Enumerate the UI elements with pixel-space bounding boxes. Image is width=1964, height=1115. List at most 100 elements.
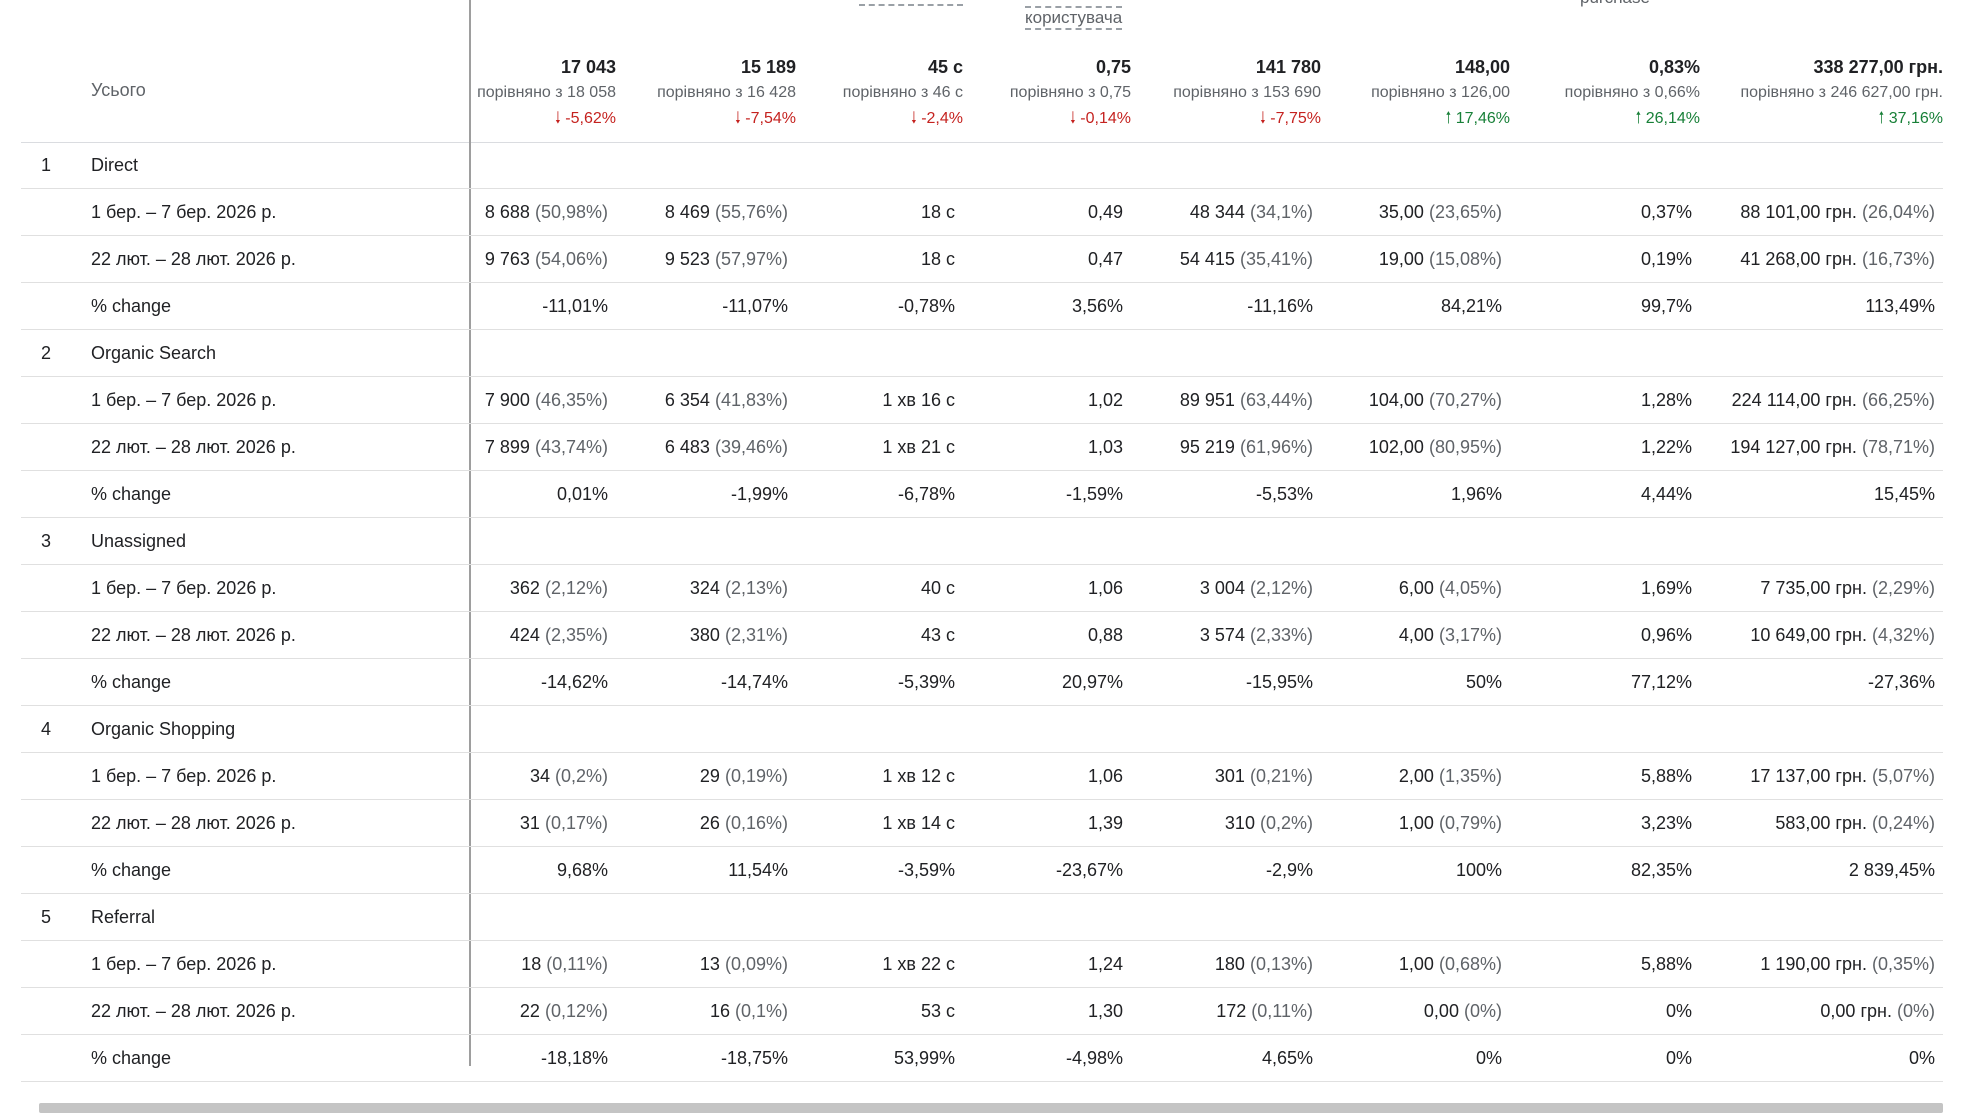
row-label: % change	[91, 860, 172, 880]
total-metric: 17 043 порівняно з 18 058 🠓 -5,62%	[477, 54, 616, 132]
cell-value: 4,65%	[1261, 1048, 1313, 1068]
arrow-down-icon: 🠓	[1070, 110, 1076, 127]
metric-change: 🠑 37,16%	[1878, 110, 1943, 127]
table-row: 22 лют. – 28 лют. 2026 р. 424 (2,35%) 380 …	[21, 612, 1943, 659]
cell-value: 43 с	[920, 625, 955, 645]
cell-value: -18,75%	[720, 1048, 788, 1068]
horizontal-scrollbar[interactable]	[39, 1103, 1943, 1113]
table-cell: 13 (0,09%)	[700, 954, 788, 975]
total-metric: 0,83% порівняно з 0,66% 🠑 26,14%	[1565, 54, 1700, 132]
cell-share: (0,12%)	[544, 1001, 608, 1021]
table-cell: 0%	[1909, 1048, 1935, 1069]
table-cell: 84,21%	[1441, 296, 1502, 317]
cell-value: 9 523	[664, 249, 710, 269]
column-header-users[interactable]: користувача	[1025, 6, 1123, 30]
table-cell: 18 с	[921, 202, 955, 223]
row-label: 1 бер. – 7 бер. 2026 р.	[91, 578, 277, 598]
cell-share: (0,2%)	[1259, 813, 1313, 833]
table-cell: 4,65%	[1262, 1048, 1313, 1069]
cell-value: 100%	[1455, 860, 1502, 880]
cell-value: -14,74%	[720, 672, 788, 692]
row-label: 1 бер. – 7 бер. 2026 р.	[91, 202, 277, 222]
table-cell: 41 268,00 грн. (16,73%)	[1740, 249, 1935, 270]
row-label: 22 лют. – 28 лют. 2026 р.	[91, 249, 296, 269]
table-cell: 95 219 (61,96%)	[1180, 437, 1313, 458]
cell-value: 5,88%	[1640, 954, 1692, 974]
table-cell: 18 (0,11%)	[521, 954, 608, 975]
cell-value: -4,98%	[1065, 1048, 1123, 1068]
arrow-down-icon: 🠓	[555, 110, 561, 127]
group-row[interactable]: 5 Referral	[21, 894, 1943, 941]
table-row: 1 бер. – 7 бер. 2026 р. 8 688 (50,98%) 8 4…	[21, 189, 1943, 236]
cell-value: 1 хв 12 с	[882, 766, 955, 786]
table-cell: 22 (0,12%)	[520, 1001, 608, 1022]
table-cell: -3,59%	[898, 860, 955, 881]
cell-value: 48 344	[1189, 202, 1245, 222]
table-cell: 40 с	[921, 578, 955, 599]
cell-value: 15,45%	[1873, 484, 1935, 504]
cell-value: 424	[509, 625, 540, 645]
cell-share: (70,27%)	[1428, 390, 1502, 410]
table-row: 22 лют. – 28 лют. 2026 р. 7 899 (43,74%) 6…	[21, 424, 1943, 471]
cell-value: 0,96%	[1640, 625, 1692, 645]
table-cell: -14,62%	[541, 672, 608, 693]
cell-share: (41,83%)	[714, 390, 788, 410]
table-cell: 1 хв 22 с	[882, 954, 955, 975]
cell-value: 11,54%	[728, 860, 788, 880]
cell-value: 89 951	[1179, 390, 1235, 410]
table-cell: 0,00 (0%)	[1424, 1001, 1502, 1022]
cell-value: -23,67%	[1055, 860, 1123, 880]
cell-value: 0,47	[1087, 249, 1123, 269]
total-metric: 141 780 порівняно з 153 690 🠓 -7,75%	[1173, 54, 1321, 132]
cell-value: 19,00	[1378, 249, 1424, 269]
table-cell: 9 763 (54,06%)	[485, 249, 608, 270]
arrow-down-icon: 🠓	[735, 110, 741, 127]
table-cell: 54 415 (35,41%)	[1180, 249, 1313, 270]
table-cell: 4,44%	[1641, 484, 1692, 505]
table-cell: 3 004 (2,12%)	[1200, 578, 1313, 599]
group-row[interactable]: 3 Unassigned	[21, 518, 1943, 565]
channel-name: Organic Search	[91, 343, 217, 363]
table-cell: 10 649,00 грн. (4,32%)	[1750, 625, 1935, 646]
group-row[interactable]: 1 Direct	[21, 142, 1943, 189]
cell-value: -0,78%	[897, 296, 955, 316]
metric-value: 141 780	[1255, 57, 1321, 77]
metric-compare: порівняно з 0,66%	[1564, 84, 1700, 101]
cell-value: 4,00	[1398, 625, 1434, 645]
table-cell: -15,95%	[1246, 672, 1313, 693]
cell-value: 1,24	[1087, 954, 1123, 974]
table-cell: -14,74%	[721, 672, 788, 693]
table-cell: 1 хв 16 с	[882, 390, 955, 411]
table-row: % change 0,01% -1,99% -6,78% -1,59% -5,53% 1,9…	[21, 471, 1943, 518]
table-row: 1 бер. – 7 бер. 2026 р. 7 900 (46,35%) 6 3…	[21, 377, 1943, 424]
column-header-purchase[interactable]: purchase	[1580, 0, 1650, 8]
table-cell: 324 (2,13%)	[690, 578, 788, 599]
table-cell: 7 900 (46,35%)	[485, 390, 608, 411]
cell-value: 17 137,00 грн.	[1750, 766, 1867, 786]
cell-value: 0%	[1475, 1048, 1502, 1068]
metric-change: 🠓 -2,4%	[910, 110, 963, 127]
cell-share: (26,04%)	[1861, 202, 1935, 222]
cell-value: 380	[689, 625, 720, 645]
group-row[interactable]: 2 Organic Search	[21, 330, 1943, 377]
cell-value: 1,06	[1087, 578, 1123, 598]
cell-share: (2,29%)	[1871, 578, 1935, 598]
table-cell: 380 (2,31%)	[690, 625, 788, 646]
table-cell: 424 (2,35%)	[510, 625, 608, 646]
cell-value: 35,00	[1378, 202, 1424, 222]
row-label: 22 лют. – 28 лют. 2026 р.	[91, 437, 296, 457]
cell-value: 1,00	[1398, 954, 1434, 974]
group-row[interactable]: 4 Organic Shopping	[21, 706, 1943, 753]
cell-share: (54,06%)	[534, 249, 608, 269]
cell-share: (39,46%)	[714, 437, 788, 457]
table-cell: 89 951 (63,44%)	[1180, 390, 1313, 411]
cell-share: (66,25%)	[1861, 390, 1935, 410]
cell-value: 41 268,00 грн.	[1740, 249, 1857, 269]
table-cell: 43 с	[921, 625, 955, 646]
cell-value: 0%	[1665, 1048, 1692, 1068]
cell-share: (15,08%)	[1428, 249, 1502, 269]
metric-value: 0,75	[1095, 57, 1131, 77]
cell-value: 3 574	[1199, 625, 1245, 645]
total-metric: 338 277,00 грн. порівняно з 246 627,00 гр…	[1740, 54, 1943, 132]
table-cell: -4,98%	[1066, 1048, 1123, 1069]
